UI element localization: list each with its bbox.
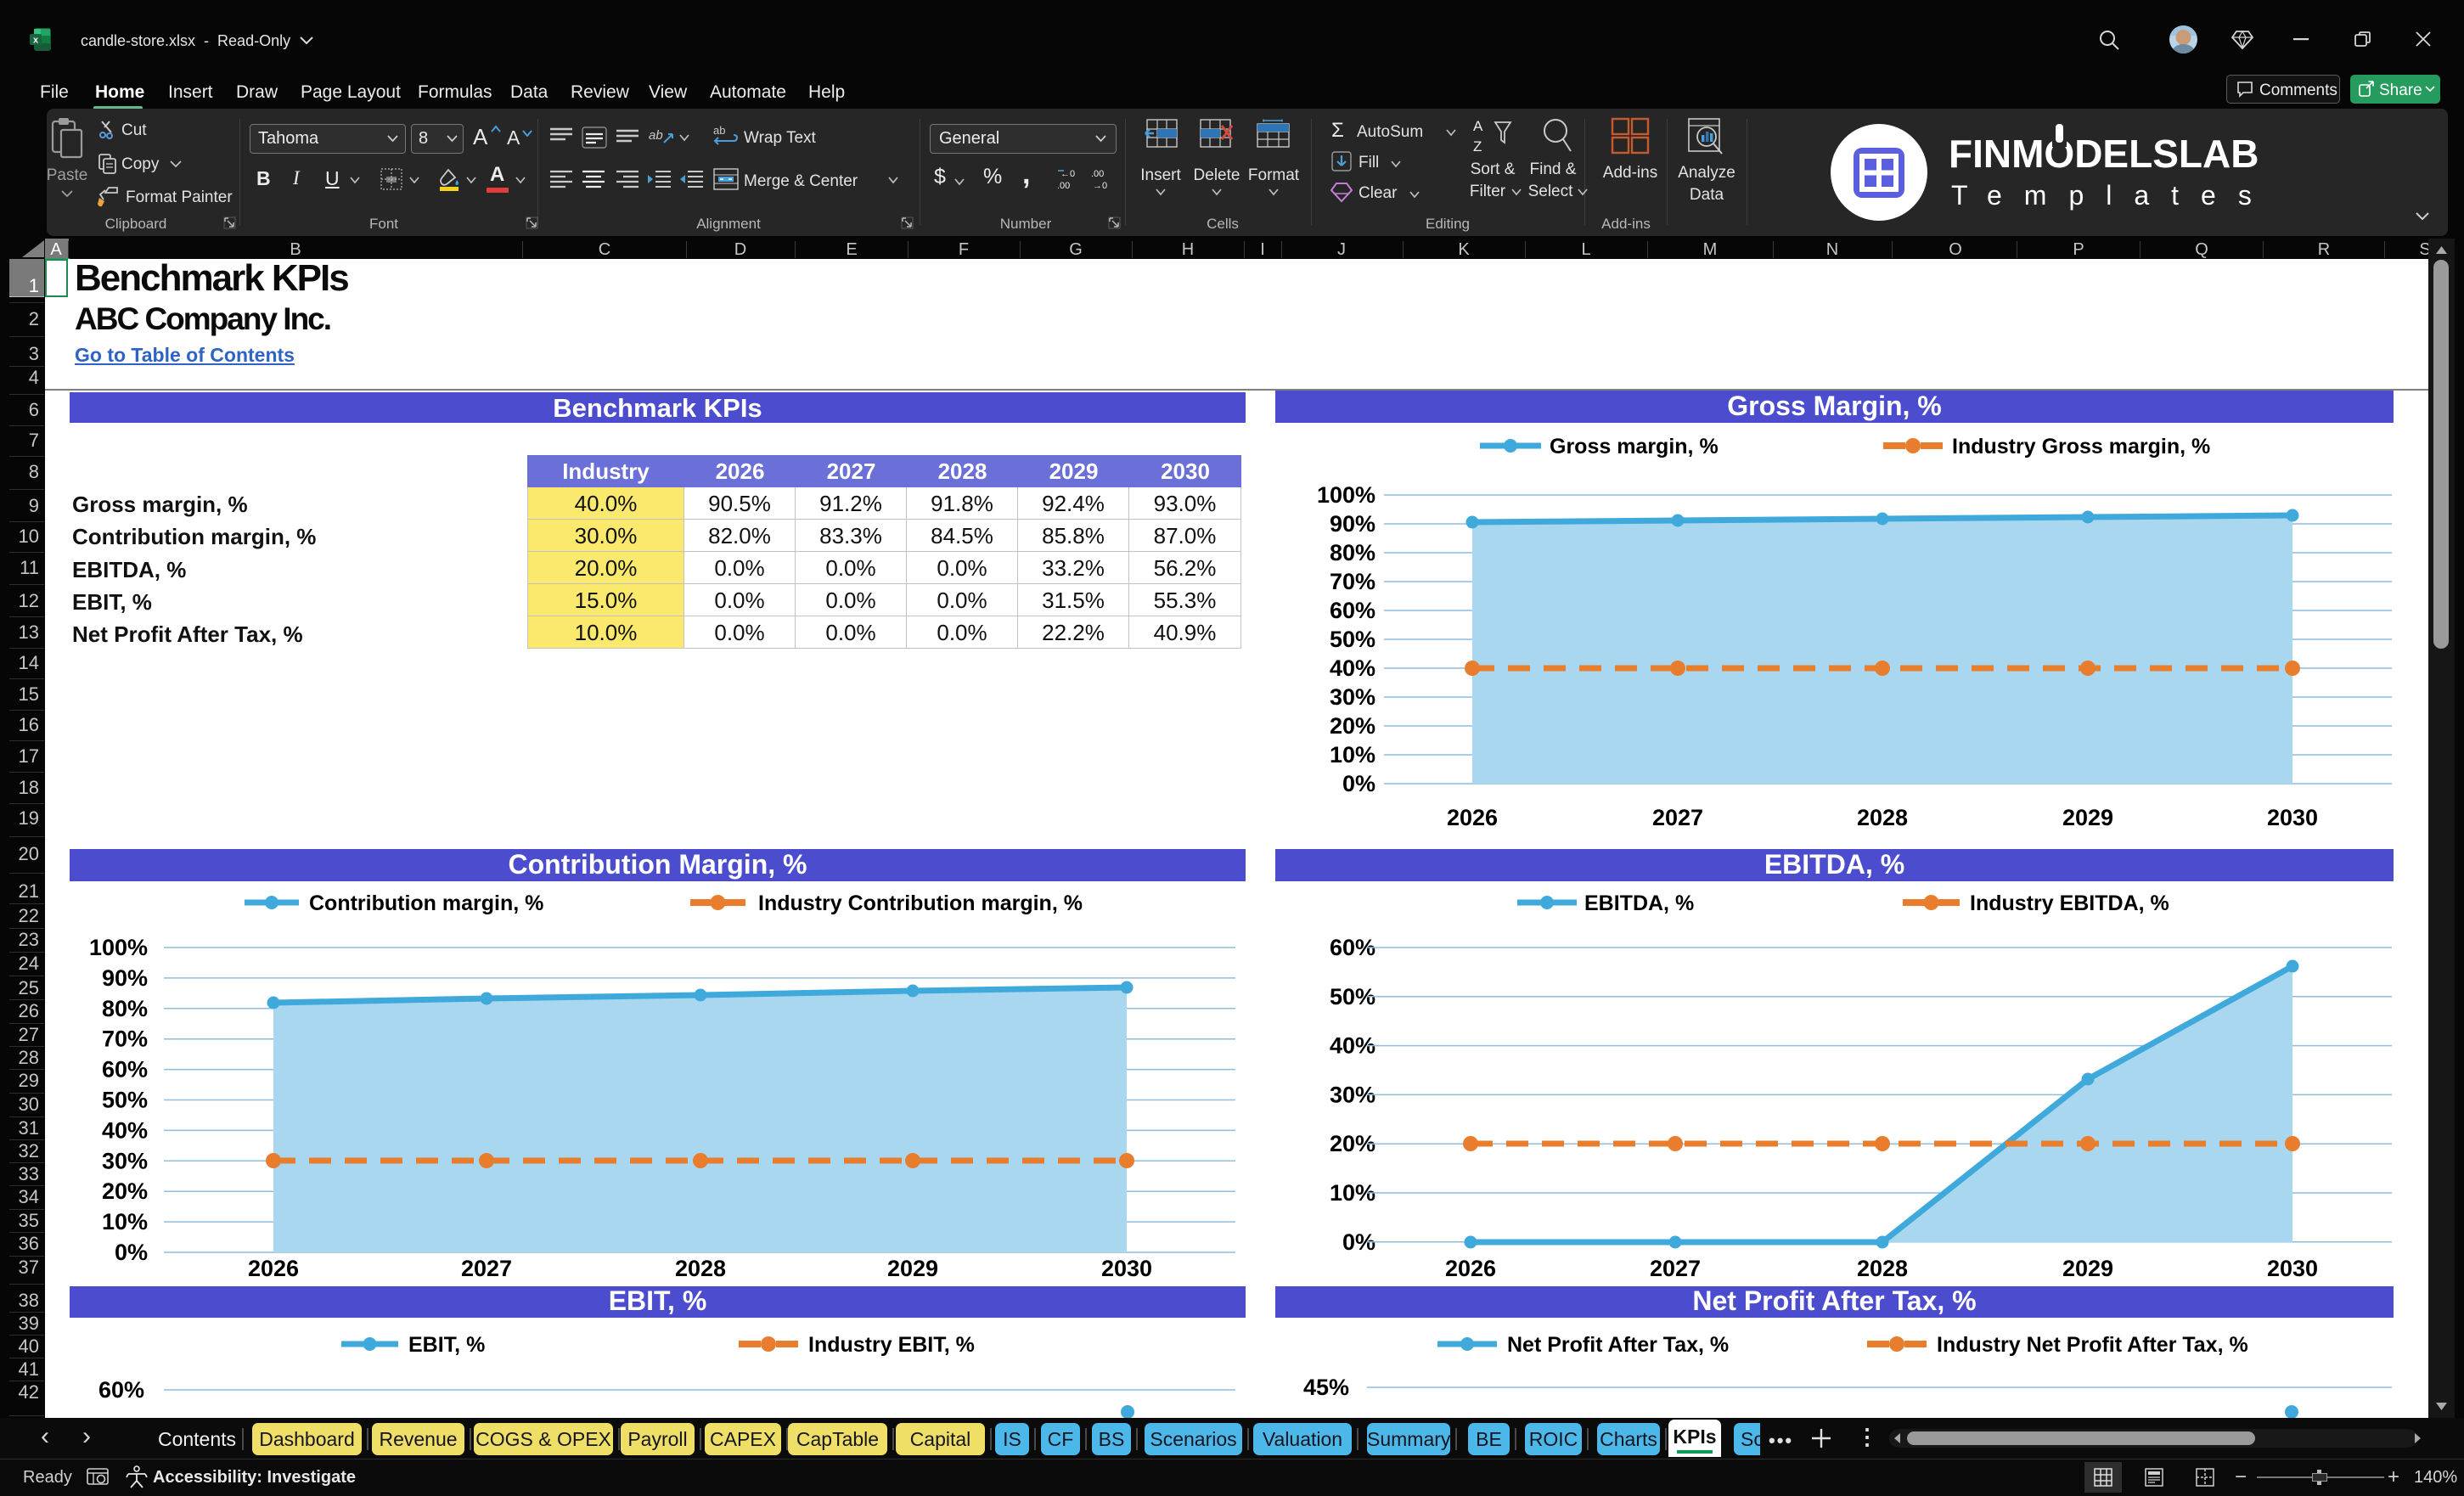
- svg-text:Net Profit After Tax, %: Net Profit After Tax, %: [1507, 1333, 1729, 1357]
- svg-text:80%: 80%: [102, 996, 148, 1021]
- svg-text:50%: 50%: [102, 1088, 148, 1113]
- svg-text:40%: 40%: [102, 1117, 148, 1143]
- svg-text:A: A: [1473, 118, 1483, 134]
- svg-text:2028: 2028: [675, 1256, 726, 1281]
- svg-text:70%: 70%: [102, 1026, 148, 1052]
- svg-text:→0: →0: [1093, 181, 1107, 191]
- svg-text:2029: 2029: [887, 1256, 938, 1281]
- svg-text:20%: 20%: [102, 1178, 148, 1204]
- svg-text:2027: 2027: [1652, 805, 1703, 830]
- svg-text:Industry Gross margin, %: Industry Gross margin, %: [1952, 435, 2210, 458]
- svg-text:Gross margin, %: Gross margin, %: [1550, 435, 1719, 458]
- svg-text:2026: 2026: [1447, 805, 1498, 830]
- svg-text:2030: 2030: [2267, 805, 2318, 830]
- svg-text:10%: 10%: [1330, 742, 1375, 768]
- svg-text:2029: 2029: [2062, 1256, 2113, 1281]
- svg-text:30%: 30%: [102, 1148, 148, 1173]
- svg-text:Contribution Margin, %: Contribution Margin, %: [509, 849, 807, 880]
- svg-text:50%: 50%: [1330, 627, 1375, 652]
- svg-text:60%: 60%: [102, 1057, 148, 1083]
- svg-text:100%: 100%: [1317, 482, 1375, 508]
- svg-text:0%: 0%: [1342, 771, 1375, 796]
- svg-text:Z: Z: [1473, 138, 1482, 155]
- svg-text:2030: 2030: [1101, 1256, 1152, 1281]
- svg-text:Gross Margin, %: Gross Margin, %: [1727, 391, 1942, 421]
- svg-text:ab: ab: [713, 124, 725, 137]
- svg-text:60%: 60%: [1330, 598, 1375, 623]
- svg-text:20%: 20%: [1330, 713, 1375, 739]
- svg-text:2029: 2029: [2062, 805, 2113, 830]
- svg-text:2026: 2026: [248, 1256, 299, 1281]
- svg-text:10%: 10%: [102, 1209, 148, 1234]
- svg-text:0%: 0%: [115, 1240, 148, 1265]
- svg-text:.00: .00: [1057, 181, 1070, 191]
- svg-text:2028: 2028: [1857, 805, 1908, 830]
- svg-text:Industry Contribution margin,: Industry Contribution margin, %: [758, 891, 1083, 915]
- svg-text:90%: 90%: [102, 965, 148, 991]
- svg-text:Industry EBITDA, %: Industry EBITDA, %: [1970, 891, 2169, 915]
- svg-text:45%: 45%: [1303, 1375, 1349, 1400]
- svg-text:2028: 2028: [1857, 1256, 1908, 1281]
- svg-text:80%: 80%: [1330, 540, 1375, 565]
- svg-text:100%: 100%: [89, 935, 148, 960]
- svg-text:ab: ab: [649, 128, 663, 143]
- svg-text:2027: 2027: [1650, 1256, 1701, 1281]
- svg-text:Contribution margin, %: Contribution margin, %: [309, 891, 543, 915]
- svg-text:EBITDA, %: EBITDA, %: [1584, 891, 1694, 915]
- svg-text:2027: 2027: [461, 1256, 512, 1281]
- svg-text:←0: ←0: [1060, 169, 1075, 179]
- svg-text:Industry EBIT, %: Industry EBIT, %: [808, 1333, 975, 1357]
- svg-text:40%: 40%: [1330, 655, 1375, 681]
- svg-text:.00: .00: [1091, 169, 1104, 179]
- svg-text:Industry Net Profit After Tax,: Industry Net Profit After Tax, %: [1937, 1333, 2248, 1357]
- svg-text:Net Profit After Tax, %: Net Profit After Tax, %: [1692, 1286, 1976, 1316]
- svg-text:EBITDA, %: EBITDA, %: [1764, 849, 1904, 880]
- svg-text:70%: 70%: [1330, 569, 1375, 594]
- svg-text:EBIT, %: EBIT, %: [408, 1333, 485, 1357]
- svg-text:2026: 2026: [1445, 1256, 1496, 1281]
- svg-text:30%: 30%: [1330, 684, 1375, 710]
- svg-text:EBIT, %: EBIT, %: [609, 1286, 707, 1316]
- svg-text:x: x: [33, 36, 39, 46]
- svg-text:90%: 90%: [1330, 511, 1375, 537]
- svg-text:2030: 2030: [2267, 1256, 2318, 1281]
- svg-text:60%: 60%: [98, 1377, 144, 1403]
